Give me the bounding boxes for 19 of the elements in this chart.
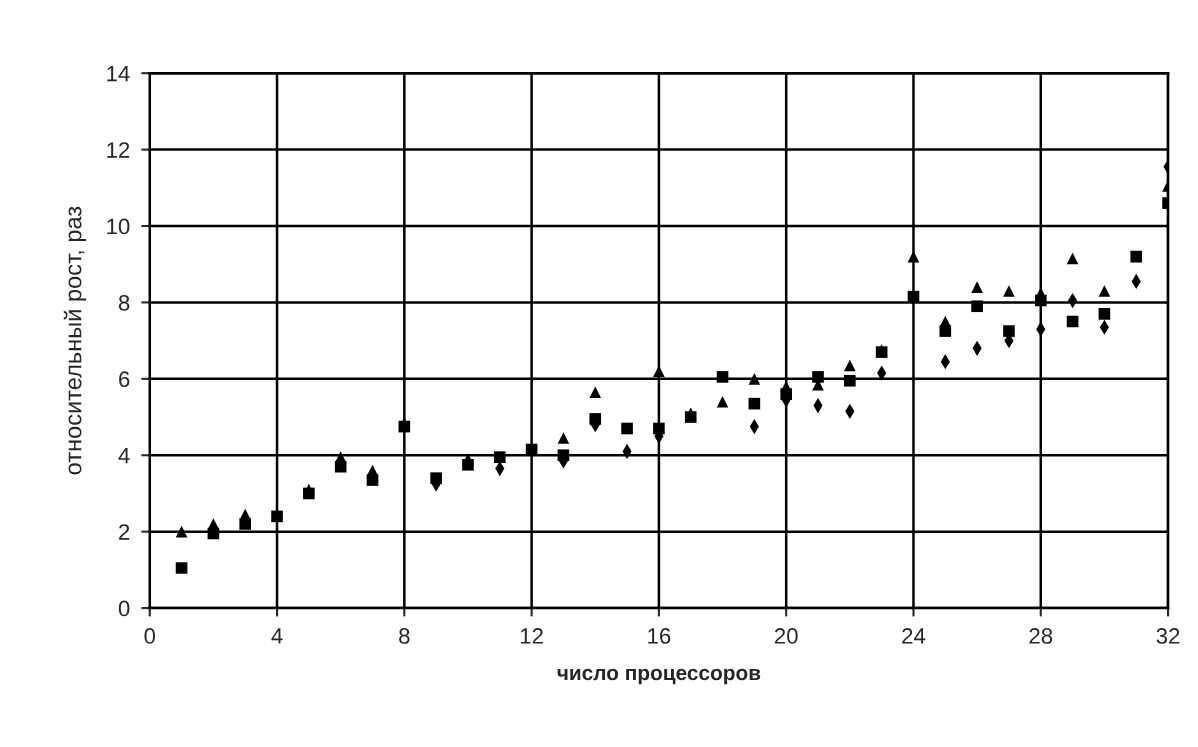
x-tick-label: 0: [144, 628, 156, 644]
y-axis-title: относительный рост, раз: [63, 206, 87, 475]
y-tick-label: 12: [107, 142, 130, 158]
x-tick-label: 24: [902, 628, 926, 644]
y-tick-label: 6: [119, 371, 130, 388]
x-tick-label: 32: [1156, 628, 1180, 644]
y-tick-label: 14: [107, 65, 130, 82]
y-tick-label: 10: [107, 218, 130, 235]
x-tick-label: 28: [1029, 628, 1053, 644]
y-tick-label: 2: [119, 524, 130, 540]
x-tick-label: 20: [774, 628, 798, 644]
x-tick-label: 16: [648, 628, 671, 644]
x-axis-title: число процессоров: [557, 668, 761, 685]
x-tick-label: 8: [399, 628, 410, 644]
x-tick-label: 4: [271, 628, 283, 644]
y-tick-label: 8: [118, 294, 130, 311]
y-tick-label: 4: [118, 448, 130, 464]
y-tick-label: 0: [118, 600, 130, 617]
x-tick-label: 12: [520, 628, 543, 644]
